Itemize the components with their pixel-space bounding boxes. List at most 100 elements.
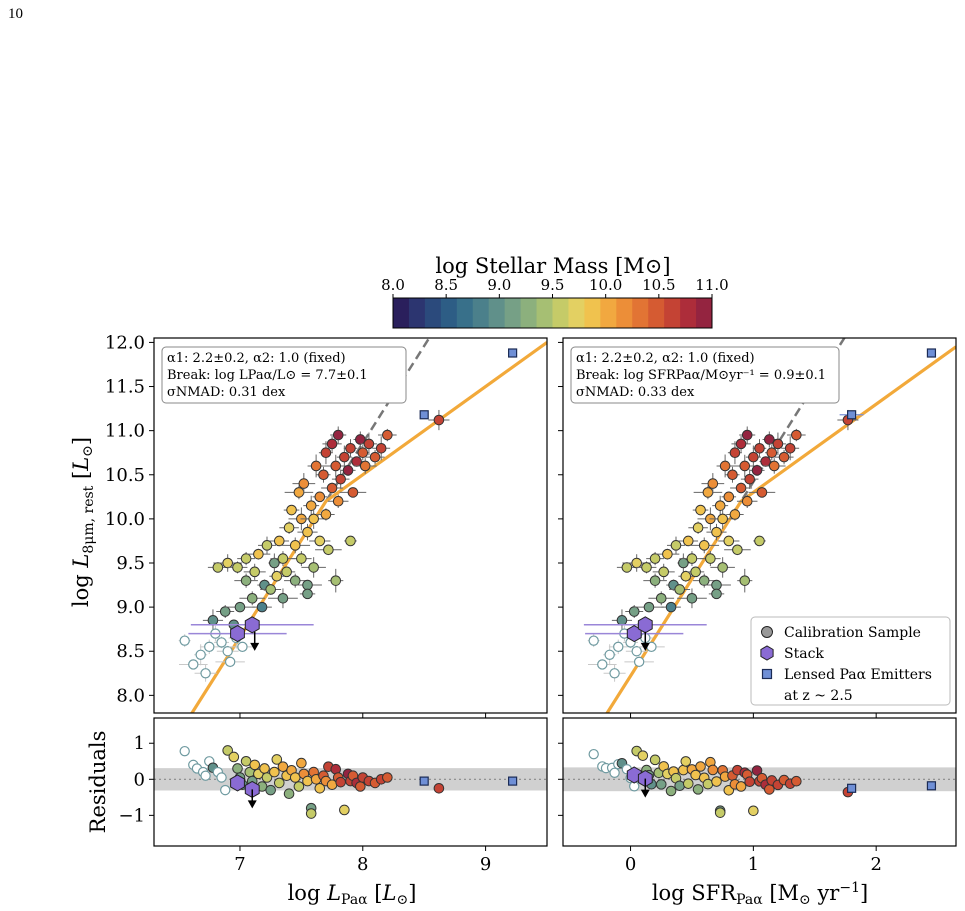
stack-residual-marker (626, 766, 642, 784)
calibration-point (698, 575, 710, 586)
x-tick-label: 1 (748, 854, 759, 875)
calibration-point-low-mass (188, 659, 199, 670)
svg-text:log L8μm, rest [L⊙]: log L8μm, rest [L⊙] (69, 437, 97, 607)
legend-entry-label: at z ~ 2.5 (784, 688, 853, 704)
calibration-point-low-mass (179, 635, 190, 646)
upper-limit-arrowhead (247, 800, 257, 809)
upper-limit-arrowhead (250, 642, 260, 651)
stack-marker (637, 616, 653, 634)
calibration-point (240, 575, 252, 586)
axes-frame (562, 337, 957, 714)
calibration-point (702, 487, 714, 498)
panel-bottom-left: 7 8 9 −1 0 1 (118, 717, 548, 875)
colorbar-swatch (552, 298, 569, 328)
calibration-point (332, 429, 344, 441)
calibration-point (641, 562, 652, 573)
colorbar-swatch (632, 298, 649, 328)
calibration-point (277, 592, 289, 604)
calibration-point (330, 575, 342, 586)
colorbar-swatch (568, 298, 585, 328)
calibration-point (314, 535, 326, 547)
calibration-point-low-mass (604, 649, 615, 660)
calibration-point (628, 606, 640, 617)
calibration-point (686, 553, 698, 564)
legend-entry-label: Stack (784, 646, 824, 662)
residual-point (259, 763, 270, 774)
calibration-point-low-mass (609, 668, 620, 679)
calibration-point (342, 465, 354, 476)
legend-entry-label: Lensed Paα Emitters (784, 667, 932, 683)
upper-limit-arrowhead (640, 642, 650, 651)
calibration-point (265, 584, 276, 595)
y-tick-label: 10.0 (105, 509, 145, 530)
colorbar-swatch (664, 298, 681, 328)
colorbar-swatch (696, 298, 713, 328)
y-tick-label: 8.5 (116, 641, 145, 662)
x-tick-label: 8 (357, 854, 368, 875)
calibration-point (308, 562, 319, 573)
calibration-point (369, 451, 381, 463)
fit-annotation-line: Break: log LPaα/L⊙ = 7.7±0.1 (167, 368, 368, 383)
residual-point (271, 754, 283, 765)
stack-residual-marker (230, 774, 245, 792)
calibration-point-low-mass (237, 641, 248, 653)
colorbar-ticks: 8.0 8.5 9.0 9.5 10.0 10.5 11.0 (381, 276, 729, 298)
residual-point (269, 766, 280, 778)
calibration-point (735, 482, 747, 494)
calibration-point (729, 447, 741, 459)
y-tick-label: 1 (134, 733, 145, 754)
plot-area (154, 745, 547, 819)
residual-point (283, 788, 295, 800)
colorbar (392, 297, 713, 329)
residual-point (355, 781, 366, 792)
calibration-point (289, 575, 301, 586)
x-tick-label: 7 (234, 854, 245, 875)
calibration-point (717, 513, 728, 525)
panel-top-right: α1: 2.2±0.2, α2: 1.0 (fixed) Break: log S… (558, 337, 957, 718)
y-tick-label: 8.0 (116, 685, 145, 706)
page-number: 10 (8, 6, 23, 22)
calibration-point (375, 442, 387, 454)
calibration-point-low-mass (200, 668, 211, 679)
fit-annotation-line: Break: log SFRPaα/M⊙yr⁻¹ = 0.9±0.1 (576, 368, 826, 383)
calibration-point (234, 601, 246, 613)
y-axis-label-bottom: Residuals (86, 731, 110, 834)
calibration-point (207, 615, 219, 626)
calibration-point (289, 540, 301, 551)
residual-point (339, 804, 350, 816)
colorbar-swatch (504, 298, 522, 328)
calibration-point (714, 500, 726, 511)
calibration-point-low-mass (631, 646, 642, 657)
residual-point (249, 759, 261, 771)
residual-point (232, 763, 243, 774)
y-axis-label-top: log L8μm, rest [L⊙] (69, 437, 97, 607)
colorbar-tick-label: 8.0 (381, 276, 405, 294)
lensed-emitter-marker (926, 348, 937, 358)
colorbar-swatch (440, 298, 458, 328)
x-tick-label: 2 (870, 854, 881, 875)
calibration-point (791, 429, 802, 441)
residual-point (273, 777, 285, 789)
calibration-point (271, 570, 283, 582)
calibration-point (310, 460, 322, 472)
residual-point (261, 772, 273, 783)
plot-area (563, 745, 956, 818)
colorbar-swatch (488, 298, 506, 328)
colorbar-swatch (393, 298, 410, 328)
residual-point (692, 784, 704, 795)
colorbar-swatch (616, 298, 633, 328)
residual-point (649, 754, 661, 766)
calibration-point (222, 557, 233, 569)
axes-frame (153, 337, 548, 714)
residual-point-low-mass (216, 772, 227, 783)
colorbar-tick-label: 9.5 (541, 276, 565, 294)
calibration-point (711, 579, 722, 591)
legend-stack-marker (760, 645, 774, 661)
calibration-point (332, 495, 344, 507)
single-power-law-line (190, 338, 431, 713)
calibration-point (751, 465, 763, 476)
calibration-point (655, 592, 667, 604)
residual-point (680, 756, 692, 767)
calibration-point (670, 540, 682, 551)
calibration-point (314, 491, 326, 503)
